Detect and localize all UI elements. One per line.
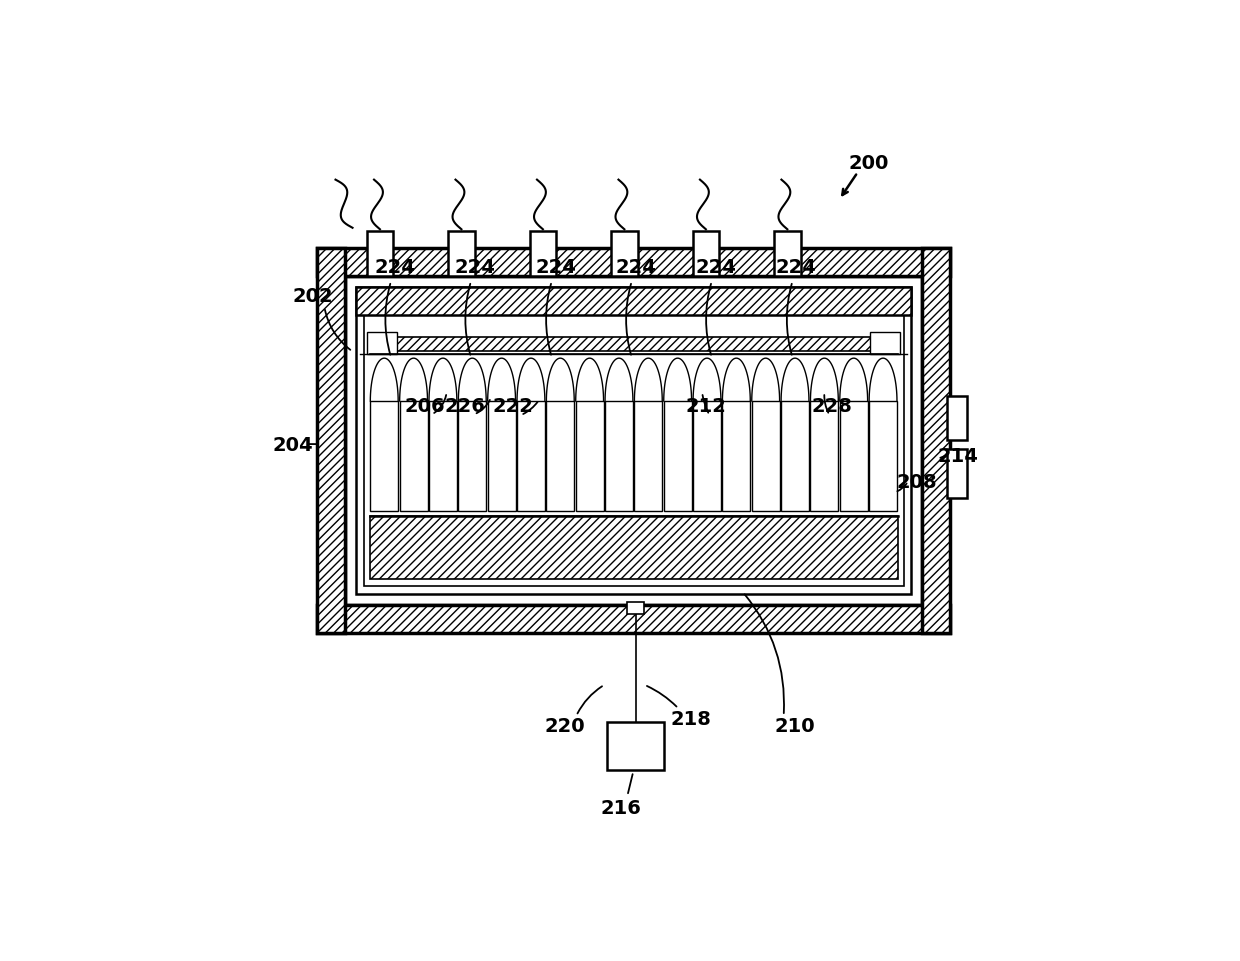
Text: 224: 224 — [696, 258, 735, 277]
Text: 220: 220 — [544, 716, 585, 735]
Text: 222: 222 — [492, 397, 533, 415]
Text: 224: 224 — [615, 258, 656, 277]
Bar — [774, 233, 801, 277]
Bar — [429, 402, 456, 512]
Bar — [946, 397, 967, 441]
Text: 218: 218 — [671, 709, 712, 727]
Bar — [547, 402, 574, 512]
Bar — [693, 402, 720, 512]
Bar — [635, 402, 662, 512]
Bar — [663, 402, 692, 512]
Text: 210: 210 — [775, 716, 815, 735]
Bar — [367, 333, 397, 355]
Bar — [371, 402, 398, 512]
Bar — [317, 249, 345, 633]
Bar — [781, 402, 808, 512]
Text: 226: 226 — [445, 397, 486, 415]
Bar — [627, 603, 644, 614]
Bar — [606, 722, 665, 770]
Bar — [870, 333, 900, 355]
Bar — [345, 277, 923, 605]
Text: 224: 224 — [374, 258, 415, 277]
Bar — [611, 233, 637, 277]
Text: 224: 224 — [454, 258, 495, 277]
Bar — [869, 402, 897, 512]
Bar — [317, 605, 950, 633]
Bar — [605, 402, 632, 512]
Bar — [692, 233, 719, 277]
Text: 228: 228 — [811, 397, 852, 415]
Bar — [374, 338, 893, 352]
Text: 200: 200 — [848, 154, 889, 173]
Bar — [517, 402, 544, 512]
Text: 224: 224 — [536, 258, 575, 277]
Bar — [575, 402, 604, 512]
Text: 216: 216 — [600, 798, 641, 817]
Bar — [923, 249, 950, 633]
Bar — [529, 233, 557, 277]
Bar — [946, 450, 967, 499]
Bar — [356, 287, 911, 316]
Text: 224: 224 — [776, 258, 817, 277]
Bar — [751, 402, 780, 512]
Bar — [356, 287, 911, 594]
Bar — [459, 402, 486, 512]
Bar — [370, 516, 898, 579]
Bar — [839, 402, 868, 512]
Text: 212: 212 — [686, 397, 727, 415]
Bar — [723, 402, 750, 512]
Bar — [345, 277, 923, 605]
Bar — [811, 402, 838, 512]
Bar — [367, 233, 393, 277]
Bar — [399, 402, 428, 512]
Bar — [448, 233, 475, 277]
Bar — [363, 316, 904, 586]
Text: 206: 206 — [404, 397, 445, 415]
Text: 204: 204 — [273, 435, 314, 455]
Text: 202: 202 — [293, 287, 334, 307]
Bar — [317, 249, 950, 277]
Text: 208: 208 — [897, 472, 937, 491]
Bar — [487, 402, 516, 512]
Text: 214: 214 — [937, 446, 978, 465]
